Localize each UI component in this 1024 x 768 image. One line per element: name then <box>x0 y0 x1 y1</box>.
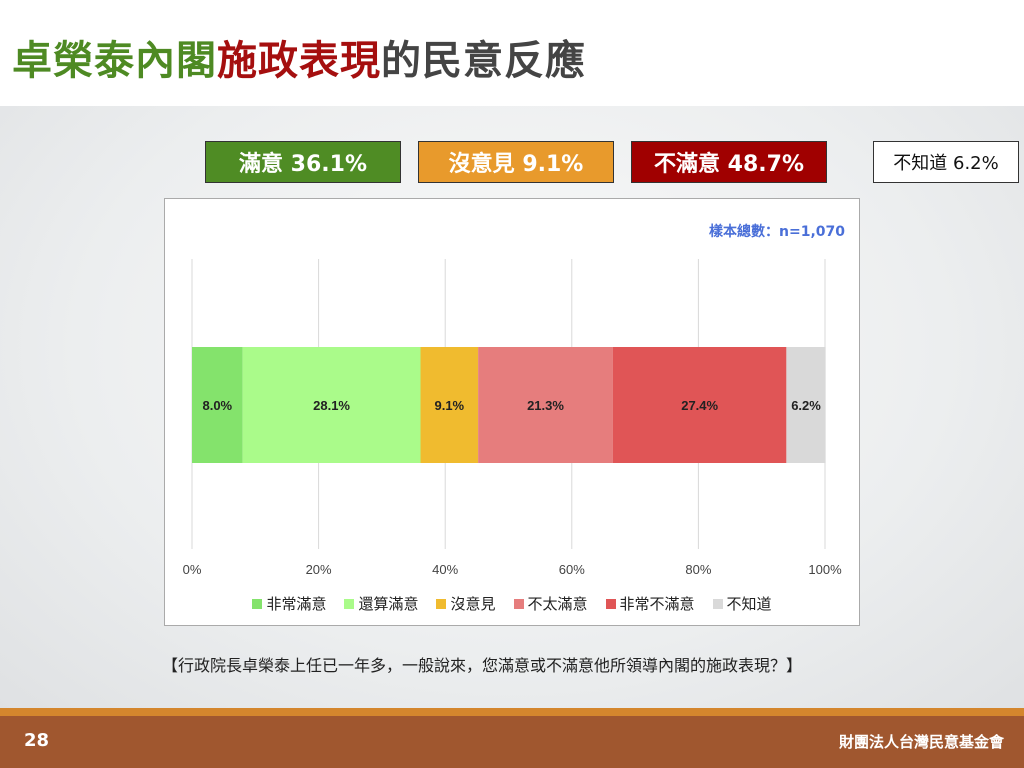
legend-item: 不太滿意 <box>513 593 588 614</box>
bar-segment <box>478 347 613 463</box>
slide-title: 卓榮泰內閣施政表現的民意反應 <box>12 28 586 86</box>
survey-question: 【行政院長卓榮泰上任已一年多，一般說來，您滿意或不滿意他所領導內閣的施政表現？】 <box>162 656 803 675</box>
summary-satisfied: 滿意 36.1% <box>205 141 401 183</box>
bar-segment <box>786 347 826 463</box>
title-part-2: 施政表現 <box>217 38 381 84</box>
chart-plot: 0% 20% 40% 60% 80% 100% 8.0% 28.1% 9.1% 21.3% 27.4… <box>183 259 842 577</box>
data-label: 6.2% <box>791 398 821 413</box>
sample-size: 樣本總數：n=1,070 <box>709 224 845 240</box>
legend-item: 不知道 <box>712 593 772 614</box>
legend-item: 還算滿意 <box>344 593 418 614</box>
x-tick-label: 80% <box>685 562 711 577</box>
title-part-1: 卓榮泰內閣 <box>12 38 217 84</box>
legend-item: 沒意見 <box>436 593 496 614</box>
summary-no-opinion: 沒意見 9.1% <box>418 141 614 183</box>
organization-name: 財團法人台灣民意基金會 <box>838 733 1004 751</box>
summary-dissatisfied: 不滿意 48.7% <box>631 141 827 183</box>
data-label: 28.1% <box>313 398 350 413</box>
page-number: 28 <box>24 730 50 751</box>
x-tick-label: 100% <box>808 562 842 577</box>
legend-swatch <box>436 598 447 609</box>
legend-swatch <box>252 598 263 609</box>
title-part-3: 的民意反應 <box>381 38 586 84</box>
bar-segment <box>420 347 479 463</box>
legend-label: 非常滿意 <box>266 595 327 613</box>
legend-label: 不知道 <box>726 595 772 613</box>
legend-label: 非常不滿意 <box>619 595 695 613</box>
data-label: 8.0% <box>202 398 232 413</box>
legend-label: 還算滿意 <box>358 595 419 613</box>
bar-segment <box>192 347 243 463</box>
bar-segment <box>242 347 421 463</box>
footer-stripe <box>0 708 1024 716</box>
legend-item: 非常不滿意 <box>605 593 695 614</box>
legend-label: 不太滿意 <box>527 595 588 613</box>
data-label: 27.4% <box>681 398 718 413</box>
summary-dont-know: 不知道 6.2% <box>873 141 1019 183</box>
x-tick-label: 20% <box>306 562 332 577</box>
bar-segment <box>612 347 787 463</box>
legend-item: 非常滿意 <box>252 593 326 614</box>
chart: 樣本總數：n=1,070 0% 20% 40% 60% 80% 100% 8.0% 28.1%… <box>164 198 860 626</box>
legend-swatch <box>712 598 723 609</box>
legend-swatch <box>513 598 524 609</box>
legend-label: 沒意見 <box>450 595 496 613</box>
data-label: 21.3% <box>527 398 564 413</box>
legend: 非常滿意 還算滿意 沒意見 不太滿意 非常不滿意 不知道 <box>165 593 859 614</box>
footer: 28 財團法人台灣民意基金會 <box>0 716 1024 768</box>
x-tick-label: 40% <box>432 562 458 577</box>
legend-swatch <box>344 598 355 609</box>
legend-swatch <box>605 598 616 609</box>
data-label: 9.1% <box>434 398 464 413</box>
x-tick-label: 0% <box>183 562 202 577</box>
x-tick-label: 60% <box>559 562 585 577</box>
